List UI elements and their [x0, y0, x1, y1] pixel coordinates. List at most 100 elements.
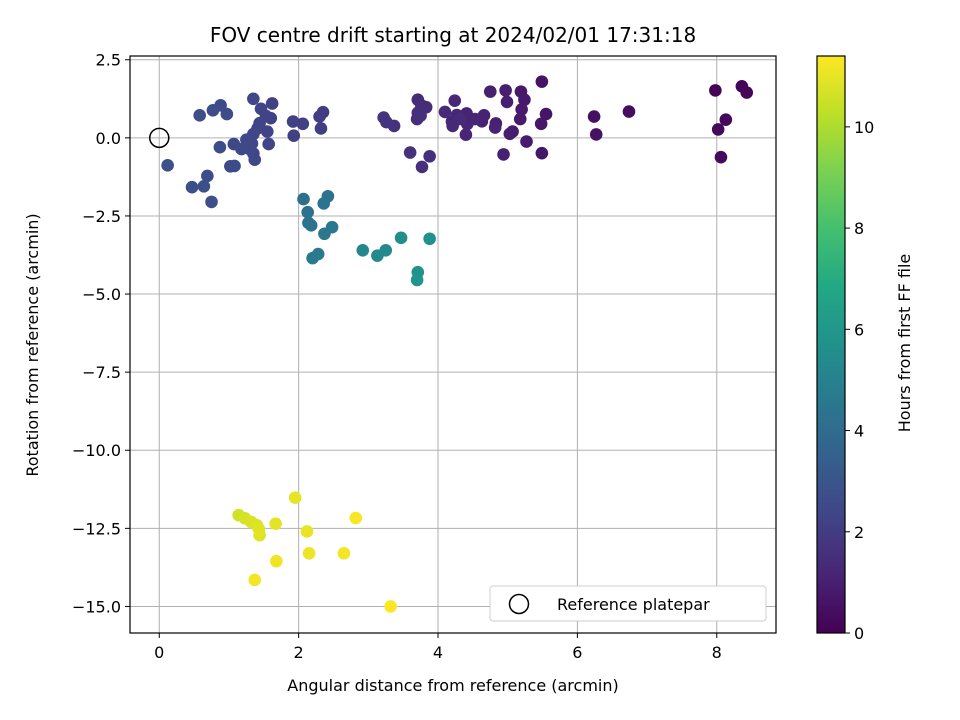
colorbar-gradient [816, 55, 846, 634]
data-point [262, 137, 275, 151]
data-point [403, 146, 417, 159]
data-point [711, 123, 725, 136]
data-point [287, 129, 301, 142]
legend-marker [508, 593, 530, 615]
data-point [304, 219, 318, 232]
data-point [468, 112, 482, 126]
data-point [161, 159, 174, 172]
data-point [206, 104, 220, 117]
data-point [265, 97, 279, 110]
data-point [314, 122, 328, 135]
data-point [356, 244, 370, 257]
colorbar-tick-label: 6 [854, 320, 864, 339]
x-tick-label: 2 [294, 643, 304, 662]
data-point [384, 600, 397, 613]
data-point [518, 93, 531, 107]
data-point [193, 109, 206, 122]
y-tick-label: −12.5 [72, 519, 121, 538]
data-point [301, 205, 315, 219]
data-point [313, 110, 326, 123]
x-tick-label: 6 [572, 643, 582, 662]
data-point [270, 554, 283, 568]
data-point [410, 273, 424, 287]
data-point [709, 84, 722, 97]
data-point [415, 160, 429, 174]
x-tick-label: 0 [154, 643, 164, 662]
colorbar-tick-label: 4 [854, 422, 864, 441]
reference-marker [149, 127, 170, 149]
colorbar-label: Hours from first FF file [895, 254, 914, 433]
data-point [503, 127, 517, 141]
x-tick-label: 8 [712, 643, 722, 662]
data-point [220, 107, 234, 121]
data-point [349, 511, 363, 525]
data-point [227, 137, 241, 151]
data-point [317, 197, 331, 210]
data-point [534, 117, 548, 131]
colorbar-tick-label: 2 [854, 523, 864, 542]
data-point [535, 75, 549, 88]
data-point [247, 92, 260, 106]
x-axis-ticks: 0 2 4 6 8 [154, 633, 722, 662]
data-point [269, 517, 282, 530]
data-point [714, 150, 728, 164]
data-point [513, 112, 527, 126]
legend-label: Reference platepar [557, 595, 710, 614]
data-point [394, 231, 408, 245]
y-tick-label: −15.0 [72, 597, 121, 616]
data-point [213, 140, 227, 154]
data-point [286, 115, 300, 128]
data-point [306, 251, 319, 265]
data-point [248, 573, 262, 587]
data-point [288, 491, 302, 505]
data-point [379, 244, 393, 257]
data-point [483, 85, 497, 98]
data-point [499, 84, 512, 97]
data-point [253, 528, 266, 542]
data-point [497, 148, 510, 161]
data-points [161, 75, 754, 613]
y-tick-label: 2.5 [96, 51, 121, 70]
colorbar-tick-label: 10 [854, 118, 874, 137]
data-point [318, 227, 331, 241]
data-point [423, 232, 436, 246]
legend: Reference platepar [489, 585, 767, 622]
y-tick-label: −7.5 [82, 363, 121, 382]
reference-point [149, 127, 170, 149]
y-axis-ticks: 2.5 0.0 −2.5 −5.0 −7.5 −10.0 −12.5 −15.0 [72, 51, 130, 616]
data-point [719, 113, 733, 127]
data-point [740, 86, 754, 99]
x-tick-label: 4 [433, 643, 443, 662]
y-tick-label: 0.0 [96, 129, 121, 148]
data-point [205, 195, 218, 209]
data-point [297, 192, 310, 206]
data-point [500, 95, 514, 109]
data-point [248, 153, 262, 167]
data-point [201, 169, 214, 183]
data-point [515, 103, 528, 116]
data-point [535, 146, 549, 160]
data-point [414, 109, 427, 122]
data-point [520, 135, 533, 148]
data-point [337, 547, 351, 560]
data-point [539, 107, 553, 121]
colorbar-tick-label: 0 [854, 624, 864, 643]
colorbar-tick-label: 8 [854, 219, 864, 238]
colorbar-ticks: 0 2 4 6 8 10 [845, 118, 874, 643]
data-point [589, 128, 603, 141]
grid [130, 56, 776, 633]
x-axis-label: Angular distance from reference (arcmin) [287, 676, 618, 695]
legend-box [489, 585, 767, 622]
data-point [300, 525, 314, 538]
y-tick-label: −2.5 [82, 207, 121, 226]
y-tick-label: −5.0 [82, 285, 121, 304]
data-point [488, 121, 502, 134]
data-point [185, 180, 199, 194]
data-point [197, 179, 211, 193]
data-point [587, 110, 601, 123]
y-axis-label: Rotation from reference (arcmin) [23, 213, 42, 476]
chart-title: FOV centre drift starting at 2024/02/01 … [210, 23, 696, 47]
data-point [453, 112, 466, 126]
data-point [296, 117, 310, 131]
